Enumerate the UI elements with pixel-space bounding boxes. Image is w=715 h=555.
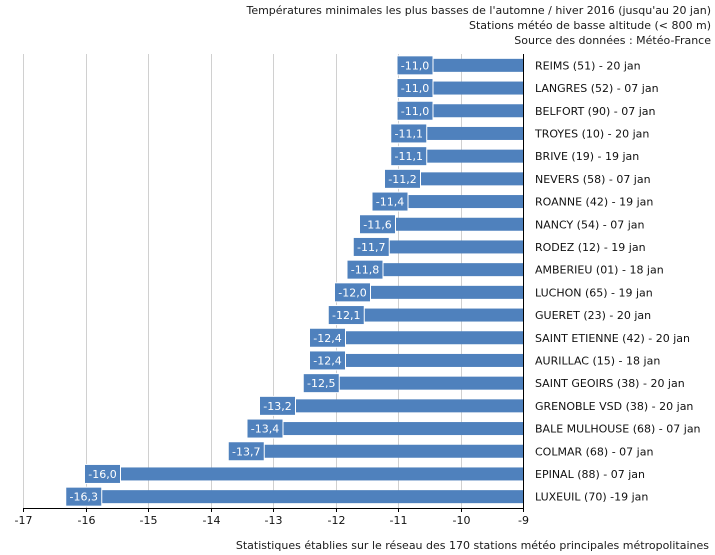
value-label-box <box>396 100 434 121</box>
value-label: -11,8 <box>351 264 379 277</box>
value-label-box <box>309 327 346 348</box>
category-label: AMBERIEU (01) - 18 jan <box>535 264 664 277</box>
value-label-box <box>396 78 434 99</box>
category-label: EPINAL (88) - 07 jan <box>535 468 645 481</box>
bar <box>354 240 523 254</box>
bar <box>335 285 523 299</box>
category-label: SAINT GEOIRS (38) - 20 jan <box>535 377 685 390</box>
x-tick-label: -17 <box>15 514 33 527</box>
value-label: -11,6 <box>363 218 391 231</box>
value-label: -12,4 <box>313 332 341 345</box>
value-label-box <box>390 123 428 144</box>
value-label: -11,0 <box>401 82 429 95</box>
bar <box>373 195 523 209</box>
value-label-box <box>84 463 121 484</box>
bar <box>304 376 523 390</box>
value-label-box <box>346 259 384 280</box>
value-label-box <box>384 168 421 189</box>
category-label: COLMAR (68) - 07 jan <box>535 445 653 458</box>
category-label: BALE MULHOUSE (68) - 07 jan <box>535 423 701 436</box>
category-label: NANCY (54) - 07 jan <box>535 218 645 231</box>
category-label: REIMS (51) - 20 jan <box>535 59 641 72</box>
value-label-box <box>390 146 428 167</box>
value-label: -12,5 <box>307 377 335 390</box>
category-label: GRENOBLE VSD (38) - 20 jan <box>535 400 693 413</box>
value-label-box <box>246 418 284 439</box>
value-label: -13,4 <box>251 423 279 436</box>
value-label: -12,4 <box>313 354 341 367</box>
x-tick-label: -10 <box>453 514 471 527</box>
chart-subtitle: Stations météo de basse altitude (< 800 … <box>468 19 711 32</box>
category-label: BELFORT (90) - 07 jan <box>535 105 656 118</box>
x-tick-label: -12 <box>328 514 346 527</box>
bar <box>329 308 523 322</box>
value-label: -11,4 <box>376 196 404 209</box>
value-label: -11,2 <box>388 173 416 186</box>
x-tick-label: -16 <box>78 514 96 527</box>
bar <box>260 399 523 413</box>
bar <box>85 467 523 481</box>
x-tick-label: -13 <box>265 514 283 527</box>
value-label-box <box>334 282 371 303</box>
bar <box>348 263 523 277</box>
bar <box>229 444 523 458</box>
category-label: SAINT ETIENNE (42) - 20 jan <box>535 332 690 345</box>
category-label: NEVERS (58) - 07 jan <box>535 173 651 186</box>
bar <box>248 422 523 436</box>
category-label: LUXEUIL (70) -19 jan <box>535 491 648 504</box>
chart-header: Températures minimales les plus basses d… <box>246 3 711 48</box>
value-label-box <box>65 486 103 507</box>
x-tick-label: -9 <box>518 514 529 527</box>
value-label-box <box>227 441 265 462</box>
chart-source: Source des données : Météo-France <box>514 34 711 47</box>
value-label: -16,0 <box>88 468 116 481</box>
value-label: -11,0 <box>401 59 429 72</box>
category-label: LUCHON (65) - 19 jan <box>535 286 653 299</box>
value-label-box <box>371 191 409 212</box>
x-tick-label: -14 <box>203 514 221 527</box>
bar <box>310 331 523 345</box>
category-label: GUERET (23) - 20 jan <box>535 309 651 322</box>
x-tick-label: -15 <box>140 514 158 527</box>
value-label: -13,2 <box>263 400 291 413</box>
value-label-box <box>327 305 365 326</box>
value-label: -13,7 <box>232 445 260 458</box>
chart-title: Températures minimales les plus basses d… <box>246 4 711 17</box>
x-tick-label: -11 <box>390 514 408 527</box>
category-label: BRIVE (19) - 19 jan <box>535 150 639 163</box>
value-label: -11,1 <box>395 150 423 163</box>
value-label: -12,0 <box>338 286 366 299</box>
value-label-box <box>396 55 434 76</box>
value-label: -12,1 <box>332 309 360 322</box>
chart-footer: Statistiques établies sur le réseau des … <box>235 539 709 552</box>
value-label-box <box>259 395 296 416</box>
value-label-box <box>359 214 396 235</box>
value-label: -11,1 <box>395 127 423 140</box>
value-label: -11,7 <box>357 241 385 254</box>
category-label: TROYES (10) - 20 jan <box>534 127 649 140</box>
value-label: -11,0 <box>401 105 429 118</box>
category-label: LANGRES (52) - 07 jan <box>535 82 659 95</box>
value-label-box <box>302 373 340 394</box>
category-label: RODEZ (12) - 19 jan <box>535 241 646 254</box>
bar <box>310 353 523 367</box>
value-label: -16,3 <box>70 491 98 504</box>
value-label-box <box>352 236 390 257</box>
bar <box>66 490 523 504</box>
bar <box>360 217 523 231</box>
category-label: AURILLAC (15) - 18 jan <box>535 354 660 367</box>
category-label: ROANNE (42) - 19 jan <box>535 196 653 209</box>
value-label-box <box>309 350 346 371</box>
